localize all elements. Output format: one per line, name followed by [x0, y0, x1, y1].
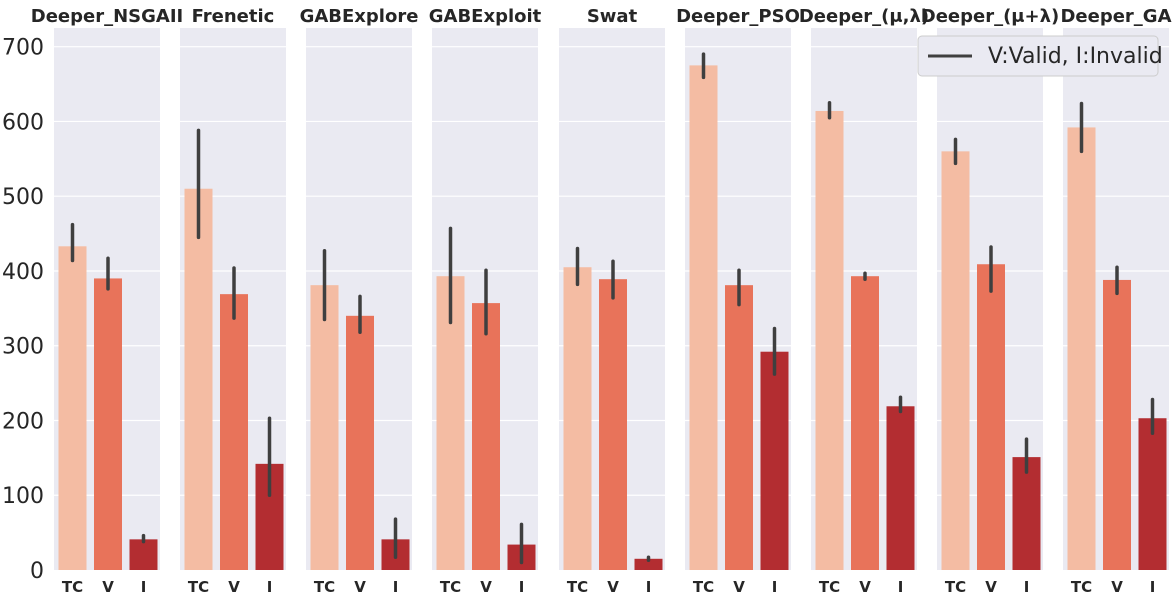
x-tick-label: V	[859, 578, 871, 596]
bar-i	[634, 558, 663, 570]
x-tick-label: V	[607, 578, 619, 596]
panel-4: GABExploit TC V I	[429, 6, 542, 596]
legend: V:Valid, I:Invalid	[917, 35, 1163, 77]
panel-title: Deeper_NSGAII	[31, 6, 183, 27]
panel-title: Frenetic	[192, 6, 275, 27]
bar-v	[725, 285, 753, 570]
panel-title: GABExplore	[300, 6, 419, 27]
x-tick-label: V	[985, 578, 997, 596]
x-tick-label: I	[772, 578, 778, 596]
chart-panels: Deeper_NSGAII TC V I Frenetic TC V I GABExplore T…	[31, 6, 1172, 596]
x-tick-label: I	[393, 578, 399, 596]
x-tick-label: I	[646, 578, 652, 596]
bar-i	[760, 351, 789, 570]
x-tick-label: I	[898, 578, 904, 596]
panel-7: Deeper_(μ,λ) TC V I	[799, 6, 929, 596]
bar-tc	[941, 151, 970, 570]
x-tick-label: I	[141, 578, 147, 596]
bar-i	[1012, 457, 1041, 570]
panel-title: Swat	[587, 6, 638, 27]
bar-tc	[689, 65, 718, 571]
bar-v	[346, 315, 374, 570]
panel-title: Deeper_PSO	[676, 6, 800, 27]
x-tick-label: TC	[440, 578, 461, 596]
panel-6: Deeper_PSO TC V I	[676, 6, 800, 596]
bar-i	[1138, 418, 1167, 570]
bar-v	[1103, 279, 1131, 570]
y-tick-label: 300	[2, 335, 44, 360]
x-tick-label: I	[267, 578, 273, 596]
x-tick-label: TC	[693, 578, 714, 596]
x-tick-label: TC	[314, 578, 335, 596]
x-tick-label: V	[354, 578, 366, 596]
bar-tc	[436, 276, 465, 570]
bar-i	[886, 406, 915, 570]
bar-v	[220, 294, 248, 570]
x-tick-label: TC	[819, 578, 840, 596]
bar-tc	[563, 267, 592, 570]
panel-8: Deeper_(μ+λ) TC V I	[921, 6, 1060, 596]
bar-tc	[1067, 127, 1096, 571]
legend-box	[917, 35, 1159, 77]
panel-5: Swat TC V I	[559, 6, 665, 596]
panel-title: Deeper_(μ+λ)	[921, 6, 1060, 27]
legend-label: V:Valid, I:Invalid	[988, 44, 1163, 69]
bar-tc	[815, 110, 844, 571]
panel-1: Deeper_NSGAII TC V I	[31, 6, 183, 596]
x-tick-label: TC	[62, 578, 83, 596]
x-tick-label: TC	[945, 578, 966, 596]
y-tick-label: 0	[30, 559, 44, 584]
x-tick-label: V	[228, 578, 240, 596]
bar-tc	[310, 285, 339, 570]
bar-v	[472, 303, 500, 570]
y-tick-label: 600	[2, 110, 44, 135]
x-tick-label: I	[519, 578, 525, 596]
y-axis: 0 100 200 300 400 500 600 700	[2, 36, 44, 584]
bar-tc	[58, 246, 87, 570]
x-tick-label: V	[480, 578, 492, 596]
x-tick-label: TC	[188, 578, 209, 596]
x-tick-label: I	[1150, 578, 1156, 596]
x-tick-label: TC	[567, 578, 588, 596]
panel-title: GABExploit	[429, 6, 542, 27]
bar-v	[851, 276, 879, 570]
y-tick-label: 700	[2, 36, 44, 61]
y-tick-label: 100	[2, 484, 44, 509]
x-tick-label: V	[1111, 578, 1123, 596]
bar-v	[599, 279, 627, 570]
x-tick-label: I	[1024, 578, 1030, 596]
bar-i	[129, 539, 158, 570]
x-tick-label: TC	[1071, 578, 1092, 596]
y-tick-label: 500	[2, 185, 44, 210]
bar-v	[94, 278, 122, 570]
panel-2: Frenetic TC V I	[180, 6, 286, 596]
panel-9: Deeper_GA TC V I	[1060, 6, 1171, 596]
x-tick-label: V	[102, 578, 114, 596]
x-tick-label: V	[733, 578, 745, 596]
y-tick-label: 200	[2, 409, 44, 434]
panel-title: Deeper_GA	[1060, 6, 1171, 27]
y-tick-label: 400	[2, 260, 44, 285]
panel-title: Deeper_(μ,λ)	[799, 6, 929, 27]
bar-v	[977, 264, 1005, 570]
panel-3: GABExplore TC V I	[300, 6, 419, 596]
bar-tc	[184, 188, 213, 571]
